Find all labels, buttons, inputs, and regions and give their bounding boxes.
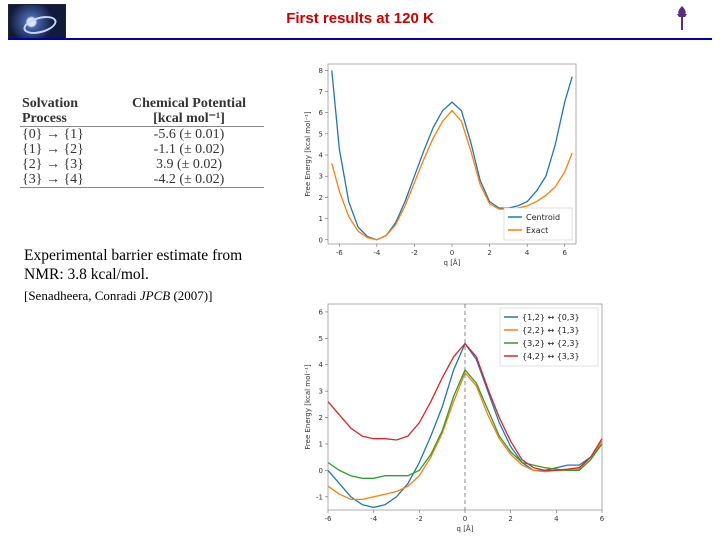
x-tick-label: 6 (562, 249, 567, 257)
process-cell: {0} → {1} (22, 127, 84, 142)
y-tick-label: 2 (319, 414, 323, 422)
y-tick-label: 6 (319, 109, 324, 117)
y-tick-label: 5 (319, 130, 323, 138)
y-axis-label: Free Energy [kcal mol⁻¹] (304, 364, 312, 449)
table-row: {0} → {1} -5.6 (± 0.01) (20, 127, 264, 143)
series-line-2 (331, 109, 573, 241)
potential-cell: -5.6 (± 0.01) (153, 127, 225, 142)
legend-entry: {2,2} ↔ {1,3} (522, 326, 580, 335)
legend-entry: {3,2} ↔ {2,3} (522, 339, 580, 348)
x-tick-label: 4 (554, 515, 559, 523)
free-energy-chart-top: -6 -4 -2 0 2 4 6 0 1 2 3 4 5 6 7 8 q [Å] Free Energy [kca… (304, 63, 577, 267)
y-tick-label: 3 (319, 388, 323, 396)
x-axis-label: q [Å] (444, 258, 461, 267)
header-chemical-potential: Chemical Potential [kcal mol⁻¹] (132, 96, 246, 126)
potential-cell: -1.1 (± 0.02) (153, 142, 225, 157)
galaxy-logo-icon (8, 4, 66, 40)
potential-cell: 3.9 (± 0.02) (155, 157, 222, 172)
x-tick-label: 6 (600, 515, 605, 523)
x-tick-label: 2 (508, 515, 512, 523)
legend-entry: Exact (526, 226, 548, 235)
process-cell: {1} → {2} (22, 142, 84, 157)
table-row: {2} → {3} 3.9 (± 0.02) (20, 157, 264, 172)
y-tick-label: 4 (319, 152, 324, 160)
x-tick-label: 0 (450, 249, 454, 257)
y-tick-label: 7 (319, 88, 323, 96)
header-solvation-process: Solvation Process (22, 96, 79, 126)
y-tick-label: 1 (319, 440, 323, 448)
x-tick-label: -4 (370, 515, 378, 523)
table-row: {1} → {2} -1.1 (± 0.02) (20, 142, 264, 157)
legend-entry: {1,2} ↔ {0,3} (522, 313, 580, 322)
x-tick-label: 2 (487, 249, 491, 257)
series-line-3 (327, 368, 603, 479)
legend-box (503, 207, 573, 241)
experimental-estimate: Experimental barrier estimate from NMR: … (24, 246, 254, 284)
x-tick-label: -4 (373, 249, 381, 257)
y-tick-label: 8 (319, 67, 323, 75)
y-tick-label: 0 (319, 467, 323, 475)
header-rule (8, 38, 712, 40)
y-tick-label: 2 (319, 194, 323, 202)
x-tick-label: -6 (336, 249, 344, 257)
free-energy-chart-bottom: -6 -4 -2 0 2 4 6 -1 0 1 2 3 4 5 6 q [Å] Free Energy [kca… (304, 303, 605, 533)
table-row: {3} → {4} -4.2 (± 0.02) (20, 172, 264, 188)
reference-prefix: [Senadheera, Conradi (24, 288, 140, 303)
process-cell: {3} → {4} (22, 172, 84, 187)
reference-suffix: (2007)] (170, 288, 213, 303)
legend-entry: Centroid (526, 213, 560, 222)
series-line-4 (327, 342, 603, 472)
y-tick-label: -1 (316, 493, 323, 501)
reference-journal: JPCB (139, 288, 171, 303)
university-torch-icon (677, 6, 687, 30)
legend-entry: {4,2} ↔ {3,3} (522, 352, 580, 361)
x-tick-label: 0 (463, 515, 467, 523)
x-tick-label: -6 (325, 515, 333, 523)
y-tick-label: 0 (319, 236, 323, 244)
x-tick-label: 4 (525, 249, 530, 257)
y-axis-label: Free Energy [kcal mol⁻¹] (304, 111, 312, 196)
x-tick-label: -2 (411, 249, 418, 257)
slide-title: First results at 120 K (286, 10, 434, 27)
y-tick-label: 5 (319, 335, 323, 343)
y-tick-label: 3 (319, 173, 323, 181)
y-tick-label: 4 (319, 361, 324, 369)
y-tick-label: 6 (319, 308, 324, 316)
experimental-text: Experimental barrier estimate from NMR: … (24, 247, 243, 283)
chemical-potential-table: Solvation Process Chemical Potential [kc… (20, 96, 264, 206)
potential-cell: -4.2 (± 0.02) (153, 172, 225, 187)
process-cell: {2} → {3} (22, 157, 84, 172)
y-tick-label: 1 (319, 215, 323, 223)
x-axis-label: q [Å] (457, 524, 474, 533)
x-tick-label: -2 (416, 515, 423, 523)
reference-citation: [Senadheera, Conradi JPCB (2007)] (24, 288, 212, 304)
